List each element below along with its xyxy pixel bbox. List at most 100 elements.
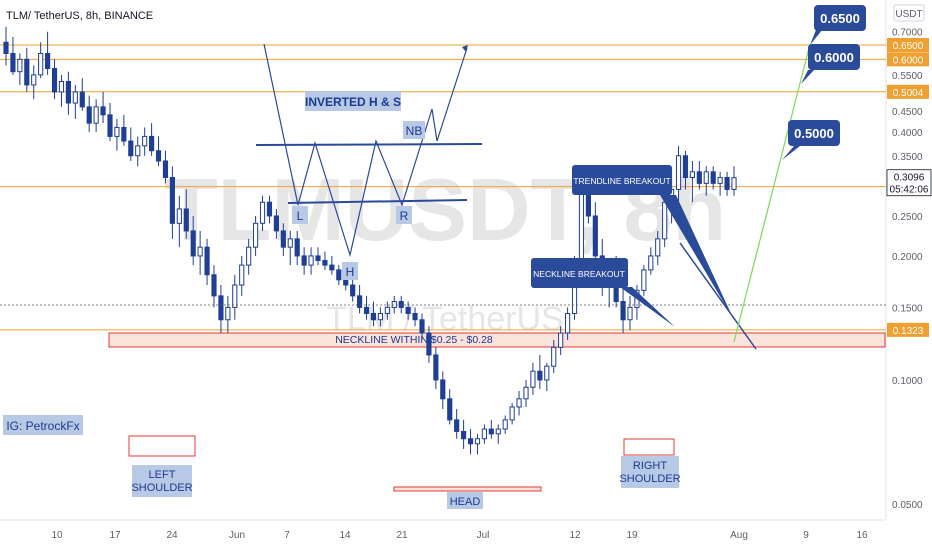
candle[interactable] xyxy=(266,195,273,224)
candle[interactable] xyxy=(100,91,106,124)
candle[interactable] xyxy=(176,195,182,248)
time-axis[interactable]: 10 17 24 Jun 7 14 21 Jul 12 19 Aug 9 16 xyxy=(0,519,886,541)
candle[interactable] xyxy=(717,171,723,196)
candle[interactable] xyxy=(239,255,245,296)
candle[interactable] xyxy=(675,145,682,203)
candle[interactable] xyxy=(197,230,203,275)
candle[interactable] xyxy=(502,415,508,434)
candle[interactable] xyxy=(357,285,363,314)
candle[interactable] xyxy=(627,295,633,331)
candle[interactable] xyxy=(336,265,342,286)
neckline-zone[interactable] xyxy=(108,332,886,348)
candle[interactable] xyxy=(516,391,522,416)
candle[interactable] xyxy=(10,36,16,75)
candle[interactable] xyxy=(384,301,390,320)
candle[interactable] xyxy=(51,59,58,100)
candle[interactable] xyxy=(155,136,162,167)
candle[interactable] xyxy=(38,42,44,79)
candle[interactable] xyxy=(391,295,397,314)
right-shoulder-box[interactable] xyxy=(623,438,675,456)
candle[interactable] xyxy=(474,433,481,455)
candle[interactable] xyxy=(467,429,474,455)
candle[interactable] xyxy=(703,166,709,196)
candle[interactable] xyxy=(17,53,23,85)
schematic-drawing[interactable]: INVERTED H & S L H R NB xyxy=(255,43,483,280)
target-callout-1[interactable]: 0.5000 xyxy=(782,120,840,160)
candle[interactable] xyxy=(107,103,113,142)
candle[interactable] xyxy=(142,127,148,156)
candle[interactable] xyxy=(363,295,370,320)
candle[interactable] xyxy=(682,150,689,190)
candle[interactable] xyxy=(315,247,321,266)
candle[interactable] xyxy=(190,215,196,266)
projection-line[interactable] xyxy=(733,43,811,343)
candle[interactable] xyxy=(232,274,238,320)
candle[interactable] xyxy=(3,26,9,66)
candle[interactable] xyxy=(523,379,529,407)
candle[interactable] xyxy=(592,202,598,266)
candle[interactable] xyxy=(329,255,335,275)
descending-trendline[interactable] xyxy=(679,242,757,350)
candle[interactable] xyxy=(280,223,286,256)
candle[interactable] xyxy=(308,247,314,275)
candle[interactable] xyxy=(225,295,231,334)
candle[interactable] xyxy=(648,247,654,275)
candle[interactable] xyxy=(301,247,307,275)
candle[interactable] xyxy=(689,160,695,203)
candle[interactable] xyxy=(65,71,71,115)
candle[interactable] xyxy=(495,424,501,444)
candle[interactable] xyxy=(114,118,120,151)
candle[interactable] xyxy=(537,354,543,390)
currency-badge[interactable]: USDT xyxy=(893,4,925,22)
candle[interactable] xyxy=(426,326,432,363)
candle[interactable] xyxy=(79,78,85,111)
candle[interactable] xyxy=(488,419,494,439)
candle[interactable] xyxy=(412,307,418,327)
candle[interactable] xyxy=(169,166,175,239)
candle[interactable] xyxy=(655,230,661,266)
candle[interactable] xyxy=(259,195,266,231)
candle[interactable] xyxy=(544,362,550,392)
candle[interactable] xyxy=(128,127,134,161)
candle[interactable] xyxy=(731,166,737,196)
candle[interactable] xyxy=(211,265,217,308)
candle[interactable] xyxy=(433,347,439,390)
candle[interactable] xyxy=(641,265,647,296)
candle[interactable] xyxy=(58,74,65,107)
candle[interactable] xyxy=(149,123,155,156)
candle[interactable] xyxy=(509,402,515,425)
candle[interactable] xyxy=(322,251,328,270)
candle[interactable] xyxy=(183,189,189,239)
candle[interactable] xyxy=(121,114,127,146)
trendline-breakout-callout[interactable]: TRENDLINE BREAKOUT xyxy=(572,165,734,320)
candle[interactable] xyxy=(86,95,92,132)
candle[interactable] xyxy=(620,285,626,334)
candle[interactable] xyxy=(461,419,467,449)
candle[interactable] xyxy=(530,362,536,395)
candle[interactable] xyxy=(405,301,411,320)
target-callout-2[interactable]: 0.6000 xyxy=(801,44,860,84)
candle[interactable] xyxy=(558,326,564,355)
candle[interactable] xyxy=(377,307,383,327)
candle[interactable] xyxy=(246,238,252,275)
candle[interactable] xyxy=(31,65,37,100)
candle[interactable] xyxy=(696,160,702,190)
neckline-breakout-callout[interactable]: NECKLINE BREAKOUT xyxy=(531,258,675,327)
candle[interactable] xyxy=(454,409,460,439)
candle[interactable] xyxy=(72,84,78,119)
candle[interactable] xyxy=(565,307,571,341)
left-shoulder-box[interactable] xyxy=(128,435,196,457)
candle[interactable] xyxy=(273,208,279,239)
candle[interactable] xyxy=(481,424,487,444)
candle[interactable] xyxy=(440,371,446,410)
candle[interactable] xyxy=(724,171,730,196)
candle[interactable] xyxy=(162,150,169,184)
candle[interactable] xyxy=(294,230,300,266)
candle[interactable] xyxy=(370,301,377,327)
candle[interactable] xyxy=(204,238,210,286)
candle[interactable] xyxy=(253,215,259,256)
candle[interactable] xyxy=(135,136,141,167)
candle[interactable] xyxy=(24,47,30,92)
